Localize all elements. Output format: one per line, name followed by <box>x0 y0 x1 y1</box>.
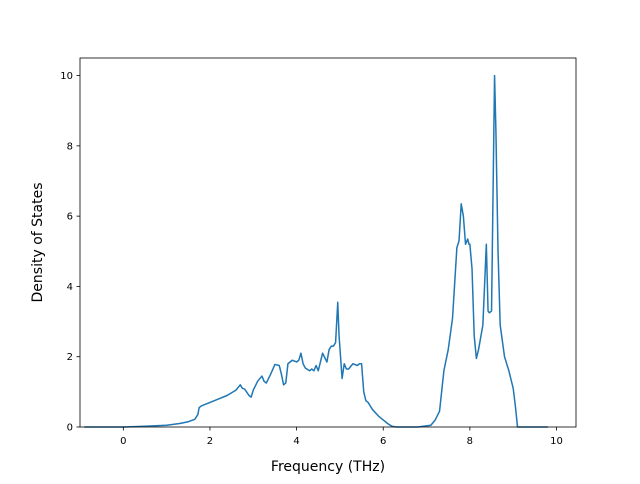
x-tick-label: 8 <box>467 436 473 447</box>
x-tick-label: 6 <box>380 436 386 447</box>
x-tick-label: 10 <box>550 436 563 447</box>
y-tick-label: 10 <box>60 71 73 82</box>
y-tick-label: 2 <box>67 352 73 363</box>
x-axis-ticks: 0 2 4 6 8 10 <box>120 427 563 447</box>
x-axis-label: Frequency (THz) <box>271 459 385 475</box>
y-tick-label: 0 <box>67 423 73 434</box>
y-tick-label: 8 <box>67 141 73 152</box>
x-tick-label: 2 <box>207 436 213 447</box>
y-tick-label: 6 <box>67 212 73 223</box>
plot-frame <box>79 57 577 428</box>
dos-series-line-0 <box>84 74 548 428</box>
plot-area <box>84 74 548 428</box>
x-tick-label: 4 <box>293 436 299 447</box>
y-axis-label: Density of States <box>30 183 46 303</box>
y-tick-label: 4 <box>67 282 73 293</box>
y-axis-ticks: 0 2 4 6 8 10 <box>60 71 80 434</box>
x-tick-label: 0 <box>120 436 126 447</box>
